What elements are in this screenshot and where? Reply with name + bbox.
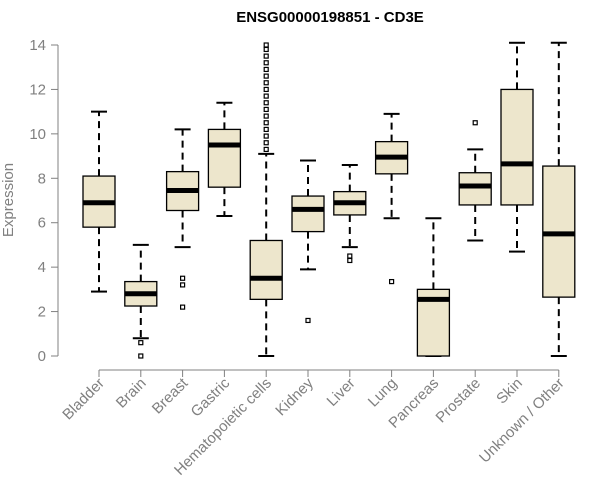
box-bladder (82, 110, 116, 293)
box-unknown-other (542, 41, 576, 357)
y-tick-label: 6 (38, 215, 46, 232)
iqr-box (458, 172, 492, 206)
outlier-point (389, 278, 395, 285)
iqr-box (500, 88, 534, 206)
x-tick-label: Prostate (432, 375, 484, 427)
outlier-point (263, 60, 269, 66)
box-liver (333, 163, 367, 264)
outlier-point (180, 282, 186, 288)
y-tick-label: 2 (38, 304, 46, 321)
outlier-point (263, 86, 269, 93)
x-tick-label: Bladder (59, 375, 108, 424)
outlier-point (138, 340, 144, 346)
outlier-point (305, 317, 311, 324)
x-tick-label: Liver (324, 375, 359, 410)
iqr-box (291, 195, 325, 233)
outlier-point (263, 106, 269, 113)
y-tick-label: 10 (29, 126, 46, 143)
outlier-point (347, 257, 353, 264)
outlier-point (263, 46, 269, 53)
outlier-point (347, 253, 353, 259)
box-breast (165, 128, 200, 310)
x-tick-label: Kidney (272, 374, 317, 419)
outlier-point (263, 100, 269, 106)
outlier-point (263, 113, 269, 119)
box-kidney (291, 159, 325, 324)
outlier-point (263, 93, 269, 99)
x-tick-label: Lung (365, 375, 401, 411)
chart-title: ENSG00000198851 - CD3E (236, 9, 424, 26)
outlier-point (263, 120, 269, 126)
box-hematopoietic-cells (249, 42, 283, 357)
outlier-point (263, 140, 269, 146)
x-tick-label: Skin (493, 375, 526, 408)
outlier-point (472, 120, 478, 126)
box-lung (374, 112, 409, 285)
outlier-point (263, 80, 269, 86)
x-tick-label: Breast (149, 374, 192, 417)
boxes-group (82, 41, 576, 359)
y-tick-label: 4 (38, 259, 46, 276)
iqr-box (249, 239, 283, 301)
outlier-point (263, 53, 269, 59)
box-skin (500, 41, 534, 253)
y-tick-label: 8 (38, 170, 46, 187)
box-brain (124, 243, 158, 359)
box-prostate (458, 120, 492, 242)
iqr-box (207, 128, 242, 188)
outlier-point (138, 353, 144, 359)
y-tick-label: 14 (29, 37, 46, 54)
outlier-point (180, 304, 186, 310)
outlier-point (263, 42, 269, 48)
outlier-point (263, 146, 269, 153)
outlier-point (263, 73, 269, 79)
y-tick-label: 12 (29, 81, 46, 98)
box-gastric (207, 101, 242, 218)
y-tick-label: 0 (38, 348, 46, 365)
x-tick-label: Brain (113, 375, 150, 412)
outlier-point (263, 66, 269, 73)
outlier-point (263, 126, 269, 133)
y-axis-label: Expression (0, 163, 17, 237)
outlier-point (263, 133, 269, 139)
box-pancreas (416, 217, 451, 357)
outlier-point (180, 275, 186, 281)
